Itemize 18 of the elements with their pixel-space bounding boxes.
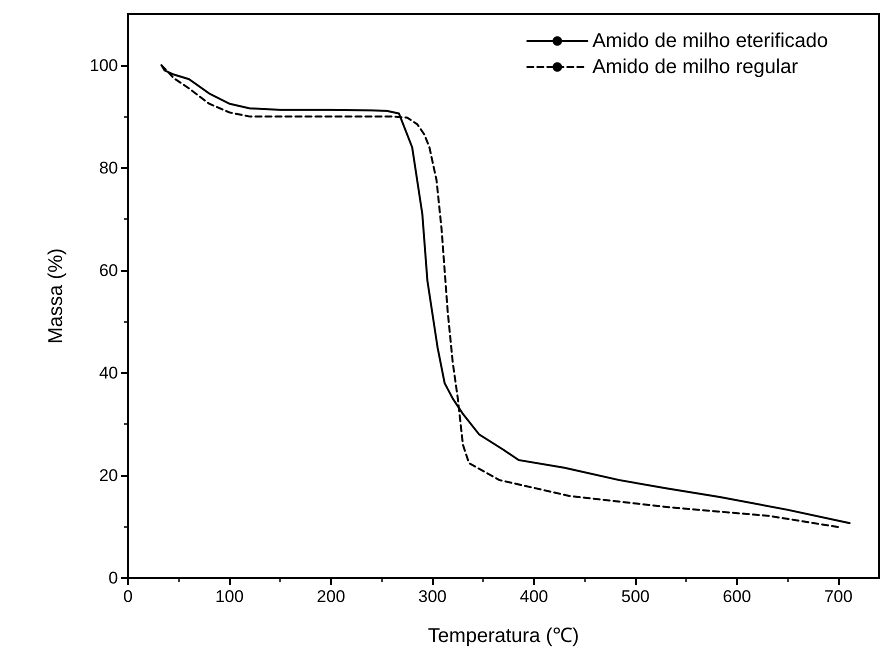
- x-tick-label: 100: [215, 587, 244, 606]
- legend-label: Amido de milho regular: [592, 56, 798, 78]
- x-axis-title: Temperatura (℃): [428, 625, 580, 647]
- y-tick-label: 40: [99, 363, 118, 382]
- legend-label: Amido de milho eterificado: [592, 30, 828, 52]
- x-tick-label: 0: [123, 587, 133, 606]
- y-axis-title: Massa (%): [45, 248, 67, 344]
- x-tick-label: 700: [824, 587, 853, 606]
- x-tick-label: 300: [418, 587, 447, 606]
- x-tick-label: 200: [316, 587, 346, 606]
- y-tick-label: 100: [90, 56, 118, 75]
- y-tick-label: 80: [99, 158, 118, 178]
- y-tick-label: 20: [99, 466, 118, 485]
- x-tick-label: 600: [722, 587, 752, 606]
- x-tick-label: 400: [520, 587, 548, 606]
- y-tick-label: 60: [99, 260, 118, 280]
- y-tick-label: 0: [108, 568, 118, 588]
- x-tick-label: 500: [621, 587, 650, 606]
